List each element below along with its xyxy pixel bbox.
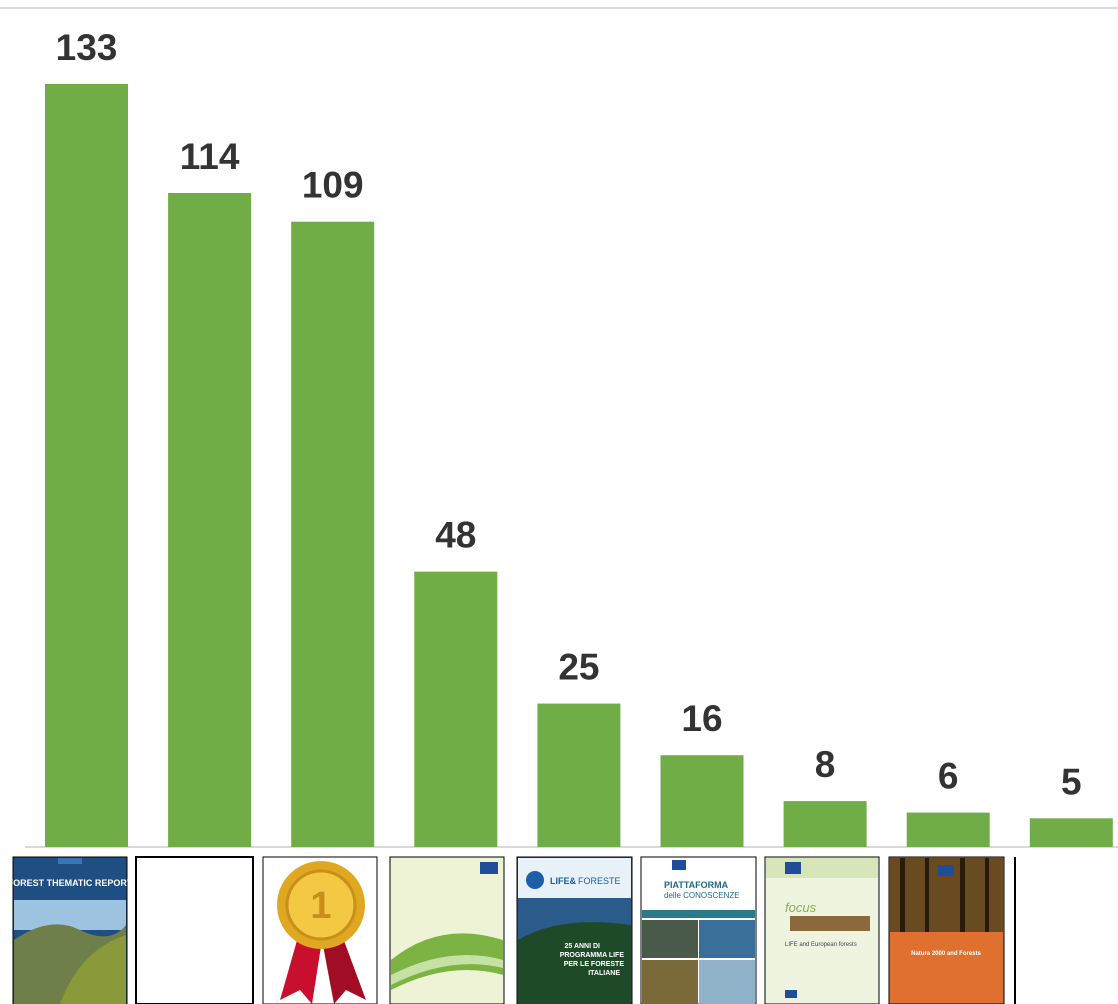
cover-title: focus xyxy=(785,900,817,915)
bar xyxy=(45,84,128,847)
bar xyxy=(537,704,620,847)
medal-number: 1 xyxy=(310,885,331,927)
cover-line: 25 ANNI DI xyxy=(564,943,600,950)
value-label: 6 xyxy=(938,756,959,797)
page: FOREST THEMATIC REPORT 1 LIFE& FORESTE 2… xyxy=(0,0,1118,1004)
cover: Natura 2000 and Forests xyxy=(889,857,1004,1004)
cover-line: PER LE FORESTE xyxy=(564,961,625,968)
value-label: 16 xyxy=(681,698,722,739)
bar xyxy=(661,755,744,847)
value-label: 133 xyxy=(56,27,118,68)
cover-title: Natura 2000 and Forests xyxy=(911,951,981,957)
cover-title: FOREST THEMATIC REPORT xyxy=(8,878,133,888)
cover: PIATTAFORMA delle CONOSCENZE xyxy=(641,857,756,1004)
cover: FOREST THEMATIC REPORT xyxy=(8,857,133,1004)
cover: focus LIFE and European forests xyxy=(765,857,879,1004)
bar xyxy=(1030,818,1113,847)
value-label: 25 xyxy=(558,647,599,688)
value-label: 8 xyxy=(815,744,836,785)
cover-title: delle CONOSCENZE xyxy=(664,891,740,900)
value-label: 48 xyxy=(435,515,476,556)
cover: 1 xyxy=(263,857,377,1004)
cover-title: LIFE and European forests xyxy=(785,942,857,948)
cover-logo: FORESTE xyxy=(578,876,621,886)
chart: FOREST THEMATIC REPORT 1 LIFE& FORESTE 2… xyxy=(0,0,1118,1004)
bar xyxy=(414,572,497,847)
cover-line: ITALIANE xyxy=(588,970,620,977)
value-label: 109 xyxy=(302,165,364,206)
value-label: 5 xyxy=(1061,761,1082,802)
cover xyxy=(390,857,504,1004)
value-label: 114 xyxy=(180,136,240,177)
cover xyxy=(136,857,253,1004)
bar xyxy=(291,222,374,847)
cover-logo: LIFE& xyxy=(550,876,576,886)
bar xyxy=(784,801,867,847)
cover: LIFE& FORESTE 25 ANNI DI PROGRAMMA LIFE … xyxy=(517,857,632,1004)
bar xyxy=(907,813,990,847)
cover-title: PIATTAFORMA xyxy=(664,880,729,890)
bar xyxy=(168,193,251,847)
cover-line: PROGRAMMA LIFE xyxy=(560,952,625,959)
